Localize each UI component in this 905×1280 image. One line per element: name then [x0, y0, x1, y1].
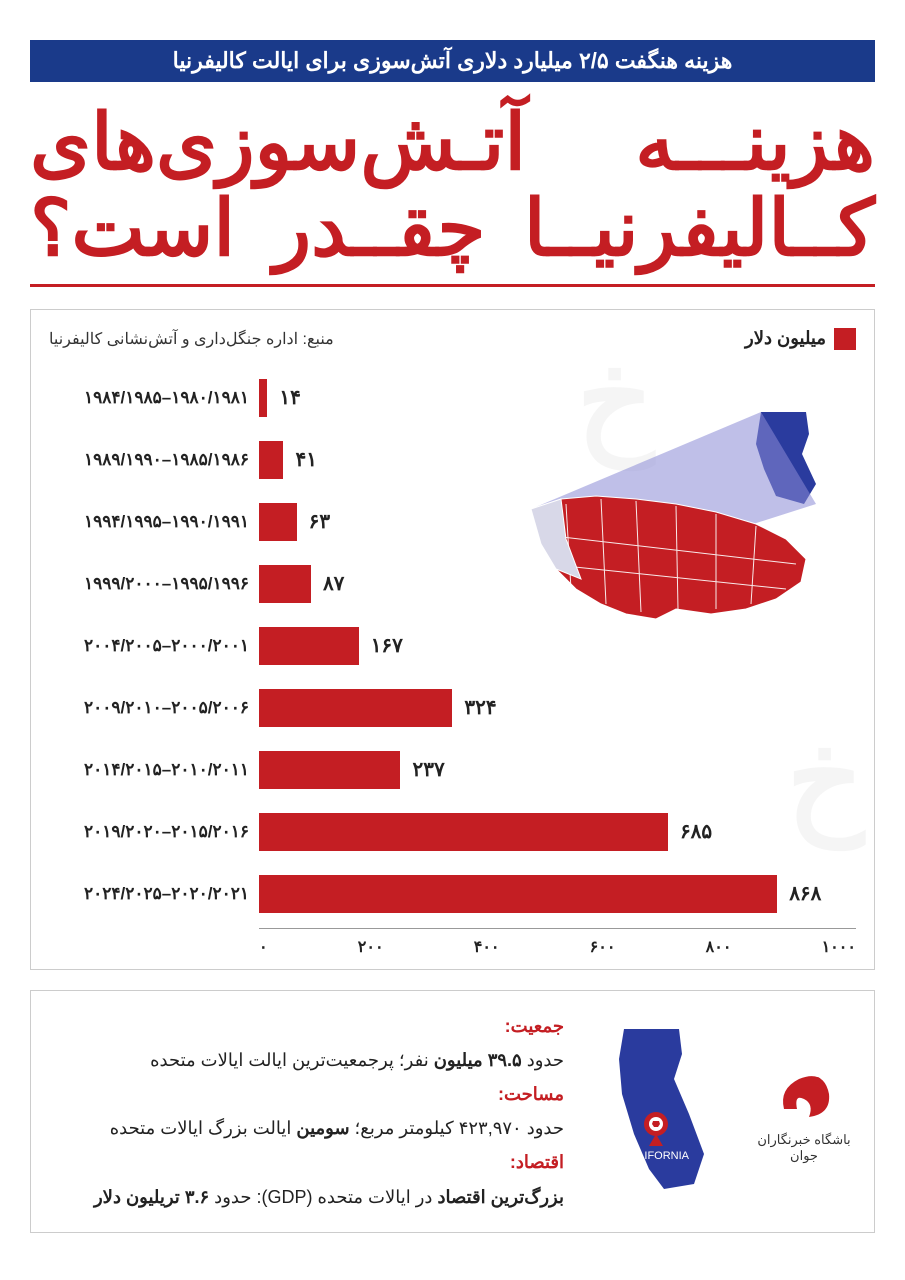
- headline-line-2: کــالیفرنیــا چقــدر است؟: [30, 186, 875, 272]
- bar-value: ۲۳۷: [412, 757, 444, 782]
- axis-tick: ۴۰۰: [474, 937, 500, 957]
- bar-track: ۱۶۷: [259, 627, 856, 665]
- chart-container: خ خ میلیون دلار منبع: اداره جنگل‌داری و …: [30, 309, 875, 970]
- chart-body: ۱۹۸۰/۱۹۸۱–۱۹۸۴/۱۹۸۵ ۱۴ ۱۹۸۵/۱۹۸۶–۱۹۸۹/۱۹۹۰…: [49, 364, 856, 957]
- chart-legend: میلیون دلار: [745, 328, 856, 350]
- bar-track: ۸۷: [259, 565, 856, 603]
- bar-period-label: ۲۰۱۵/۲۰۱۶–۲۰۱۹/۲۰۲۰: [49, 822, 259, 842]
- chart-source: منبع: اداره جنگل‌داری و آتش‌نشانی کالیفر…: [49, 329, 334, 349]
- bar-track: ۱۴: [259, 379, 856, 417]
- bar-value: ۶۳: [309, 509, 330, 534]
- axis-tick: ۱۰۰۰: [822, 937, 856, 957]
- facts-text: جمعیت: حدود ۳۹.۵ میلیون نفر؛ پرجمعیت‌تری…: [51, 1009, 564, 1214]
- bar-track: ۶۸۵: [259, 813, 856, 851]
- area-post: ایالت بزرگ ایالات متحده: [110, 1118, 297, 1138]
- axis-tick: ۲۰۰: [358, 937, 384, 957]
- axis-tick: ۶۰۰: [590, 937, 616, 957]
- bar-fill: [259, 503, 297, 541]
- bar-fill: [259, 751, 400, 789]
- bar-value: ۱۴: [279, 385, 300, 410]
- bar-value: ۱۶۷: [371, 633, 403, 658]
- area-pre: حدود ۴۲۳,۹۷۰ کیلومتر مربع؛: [350, 1118, 564, 1138]
- axis-tick: ۰: [259, 937, 268, 957]
- bar-value: ۳۲۴: [464, 695, 496, 720]
- economy-mid: در ایالات متحده (GDP): حدود: [209, 1187, 437, 1207]
- bar-period-label: ۲۰۲۰/۲۰۲۱–۲۰۲۴/۲۰۲۵: [49, 884, 259, 904]
- bar-fill: [259, 689, 452, 727]
- legend-swatch: [834, 328, 856, 350]
- bar-row: ۱۹۸۵/۱۹۸۶–۱۹۸۹/۱۹۹۰ ۴۱: [49, 432, 856, 488]
- header-stripe: هزینه هنگفت ۲/۵ میلیارد دلاری آتش‌سوزی ب…: [30, 40, 875, 82]
- bar-fill: [259, 379, 267, 417]
- bar-track: ۶۳: [259, 503, 856, 541]
- bar-row: ۱۹۹۰/۱۹۹۱–۱۹۹۴/۱۹۹۵ ۶۳: [49, 494, 856, 550]
- bar-track: ۲۳۷: [259, 751, 856, 789]
- bar-period-label: ۱۹۸۰/۱۹۸۱–۱۹۸۴/۱۹۸۵: [49, 388, 259, 408]
- bar-period-label: ۱۹۹۰/۱۹۹۱–۱۹۹۴/۱۹۹۵: [49, 512, 259, 532]
- bar-period-label: ۱۹۹۵/۱۹۹۶–۱۹۹۹/۲۰۰۰: [49, 574, 259, 594]
- bar-value: ۶۸۵: [680, 819, 712, 844]
- area-label: مساحت:: [498, 1084, 564, 1104]
- bar-value: ۴۱: [295, 447, 316, 472]
- population-value: ۳۹.۵ میلیون: [434, 1050, 522, 1070]
- bar-track: ۳۲۴: [259, 689, 856, 727]
- bar-row: ۱۹۹۵/۱۹۹۶–۱۹۹۹/۲۰۰۰ ۸۷: [49, 556, 856, 612]
- bar-value: ۸۶۸: [789, 881, 821, 906]
- bar-row: ۲۰۰۵/۲۰۰۶–۲۰۰۹/۲۰۱۰ ۳۲۴: [49, 680, 856, 736]
- headline: هزینـــه آتـش‌سوزی‌های کــالیفرنیــا چقـ…: [30, 100, 875, 272]
- economy-label: اقتصاد:: [510, 1152, 564, 1172]
- bar-fill: [259, 813, 668, 851]
- bar-value: ۸۷: [323, 571, 344, 596]
- bar-track: ۴۱: [259, 441, 856, 479]
- logo-block: باشگاه خبرنگاران جوان: [754, 1059, 854, 1164]
- chart-header: میلیون دلار منبع: اداره جنگل‌داری و آتش‌…: [49, 328, 856, 350]
- bar-row: ۲۰۲۰/۲۰۲۱–۲۰۲۴/۲۰۲۵ ۸۶۸: [49, 866, 856, 922]
- logo-icon: [769, 1059, 839, 1129]
- bar-fill: [259, 875, 777, 913]
- bar-period-label: ۲۰۰۰/۲۰۰۱–۲۰۰۴/۲۰۰۵: [49, 636, 259, 656]
- area-rank: سومین: [296, 1118, 349, 1138]
- bar-row: ۲۰۱۰/۲۰۱۱–۲۰۱۴/۲۰۱۵ ۲۳۷: [49, 742, 856, 798]
- axis-tick: ۸۰۰: [706, 937, 732, 957]
- bar-period-label: ۲۰۱۰/۲۰۱۱–۲۰۱۴/۲۰۱۵: [49, 760, 259, 780]
- population-label: جمعیت:: [505, 1016, 564, 1036]
- population-post: نفر؛ پرجمعیت‌ترین ایالت ایالات متحده: [150, 1050, 434, 1070]
- bar-list: ۱۹۸۰/۱۹۸۱–۱۹۸۴/۱۹۸۵ ۱۴ ۱۹۸۵/۱۹۸۶–۱۹۸۹/۱۹۹۰…: [49, 364, 856, 922]
- bar-period-label: ۱۹۸۵/۱۹۸۶–۱۹۸۹/۱۹۹۰: [49, 450, 259, 470]
- population-pre: حدود: [522, 1050, 564, 1070]
- legend-label: میلیون دلار: [745, 328, 826, 349]
- facts-container: باشگاه خبرنگاران جوان CALIFORNIA جمعیت: …: [30, 990, 875, 1233]
- bar-fill: [259, 627, 359, 665]
- california-shape: CALIFORNIA: [584, 1024, 734, 1199]
- economy-value: ۳.۶ تریلیون دلار: [94, 1187, 209, 1207]
- bar-row: ۲۰۰۰/۲۰۰۱–۲۰۰۴/۲۰۰۵ ۱۶۷: [49, 618, 856, 674]
- california-label: CALIFORNIA: [623, 1150, 690, 1162]
- bar-period-label: ۲۰۰۵/۲۰۰۶–۲۰۰۹/۲۰۱۰: [49, 698, 259, 718]
- bar-track: ۸۶۸: [259, 875, 856, 913]
- headline-rule: [30, 284, 875, 287]
- bar-fill: [259, 441, 283, 479]
- x-axis: ۰ ۲۰۰ ۴۰۰ ۶۰۰ ۸۰۰ ۱۰۰۰: [259, 928, 856, 957]
- logo-caption: باشگاه خبرنگاران جوان: [754, 1132, 854, 1164]
- economy-lead: بزرگ‌ترین اقتصاد: [437, 1187, 564, 1207]
- headline-line-1: هزینـــه آتـش‌سوزی‌های: [30, 100, 875, 186]
- bar-row: ۱۹۸۰/۱۹۸۱–۱۹۸۴/۱۹۸۵ ۱۴: [49, 370, 856, 426]
- bar-fill: [259, 565, 311, 603]
- bar-row: ۲۰۱۵/۲۰۱۶–۲۰۱۹/۲۰۲۰ ۶۸۵: [49, 804, 856, 860]
